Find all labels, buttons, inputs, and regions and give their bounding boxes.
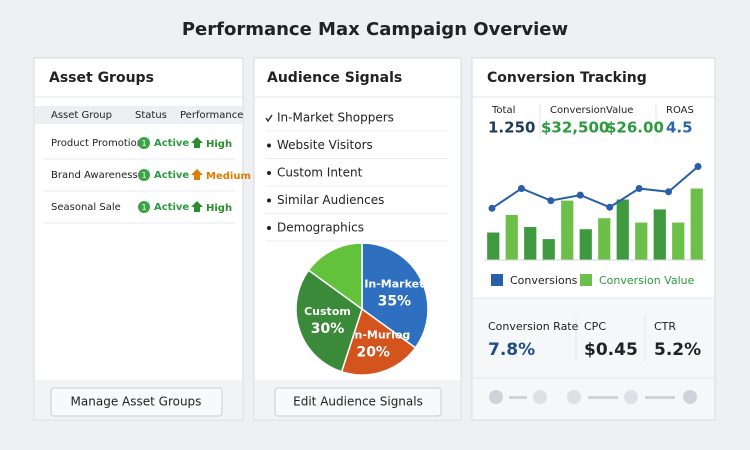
list-item: Demographics (277, 221, 364, 235)
legend-swatch (491, 274, 503, 286)
bar (690, 188, 703, 260)
button-label[interactable]: Edit Audience Signals (293, 395, 423, 409)
metric-label: Total (491, 105, 515, 116)
slice-value: 35% (378, 294, 412, 310)
list-item: Similar Audiences (277, 193, 384, 207)
metric-value: $32,500 (541, 119, 609, 137)
line-point (488, 204, 496, 212)
slice-value: 30% (311, 321, 345, 337)
kpi-label: CPC (584, 320, 606, 333)
legend-label: Conversions (510, 274, 578, 287)
line-point (576, 191, 584, 199)
button[interactable] (274, 387, 442, 417)
line-point (606, 203, 614, 211)
metric-value: 1.250 (488, 119, 535, 137)
list-item: Website Visitors (277, 138, 373, 152)
badge-text: 1 (141, 203, 146, 212)
kpi-label: Conversion Rate (488, 320, 579, 333)
panel-title: Conversion Tracking (487, 70, 647, 86)
line-point (517, 185, 525, 192)
bar (487, 232, 500, 260)
slice-value: 20% (356, 345, 390, 361)
pager-dot[interactable] (489, 390, 503, 404)
status-badge (138, 169, 150, 181)
bar (616, 199, 629, 260)
bullet (267, 143, 271, 148)
pie-slice (307, 242, 363, 311)
bullet (267, 198, 271, 203)
column-header: Performance (180, 110, 243, 121)
bullet (267, 171, 271, 175)
status-badge (138, 137, 150, 149)
row-name: Brand Awareness (51, 170, 138, 181)
list-item: Custom Intent (277, 166, 363, 180)
pager-dash (588, 396, 618, 399)
pie-slice (361, 242, 429, 349)
panel-title: Audience Signals (267, 70, 402, 86)
arrow-icon (191, 169, 203, 180)
kpi-value: $0.45 (584, 340, 638, 360)
pager-dot[interactable] (624, 390, 638, 404)
status: Active (154, 202, 189, 213)
pager (489, 390, 697, 404)
kpi-value: 7.8% (488, 340, 535, 360)
status: Active (154, 138, 189, 149)
performance: High (206, 139, 232, 150)
bar (579, 229, 592, 260)
pager-dot[interactable] (683, 390, 697, 404)
list-item: In-Market Shoppers (277, 111, 394, 125)
metric-value: $26.00 (606, 119, 664, 137)
kpi-label: CTR (654, 320, 676, 333)
bar (561, 200, 574, 260)
pie-slice (295, 269, 363, 373)
legend-label: Conversion Value (599, 274, 695, 287)
slice-label: In-Market (364, 278, 424, 291)
bullet (267, 226, 271, 230)
bar (524, 227, 537, 260)
performance: Medium (206, 171, 251, 182)
page-title: Performance Max Campaign Overview (182, 19, 568, 40)
arrow-icon (191, 201, 203, 212)
status-badge (138, 201, 150, 213)
check-icon (265, 114, 273, 123)
pager-dash (509, 396, 527, 399)
line-point (665, 188, 673, 196)
row-name: Product Promotion (51, 138, 143, 149)
bar (635, 222, 648, 260)
line-point (547, 197, 555, 205)
panel-title: Asset Groups (49, 70, 154, 86)
kpi-value: 5.2% (654, 340, 701, 360)
metric-label: Conversion (550, 105, 606, 116)
button[interactable] (50, 387, 223, 417)
bar (598, 218, 611, 260)
performance: High (206, 203, 232, 214)
line-point (694, 163, 702, 170)
pager-dash (645, 396, 675, 399)
column-header: Asset Group (51, 110, 112, 121)
badge-text: 1 (141, 139, 146, 148)
pie-slice (340, 307, 417, 376)
status: Active (154, 170, 189, 181)
bar (672, 222, 685, 260)
pager-dot[interactable] (567, 390, 581, 404)
row-name: Seasonal Sale (51, 202, 121, 213)
badge-text: 1 (141, 171, 146, 180)
metric-value: 4.5 (666, 119, 693, 137)
bar (505, 214, 518, 260)
column-header: Status (135, 110, 167, 121)
legend-swatch (580, 274, 592, 286)
slice-label: Custom (304, 305, 351, 318)
metric-label: Value (606, 105, 633, 116)
bar (542, 239, 555, 260)
arrow-icon (191, 137, 203, 148)
line (491, 165, 699, 210)
table-header (35, 106, 242, 124)
line-point (635, 185, 643, 192)
button-label[interactable]: Manage Asset Groups (71, 395, 202, 409)
pager-dot[interactable] (533, 390, 547, 404)
metric-label: ROAS (666, 105, 694, 116)
bar (653, 209, 666, 260)
